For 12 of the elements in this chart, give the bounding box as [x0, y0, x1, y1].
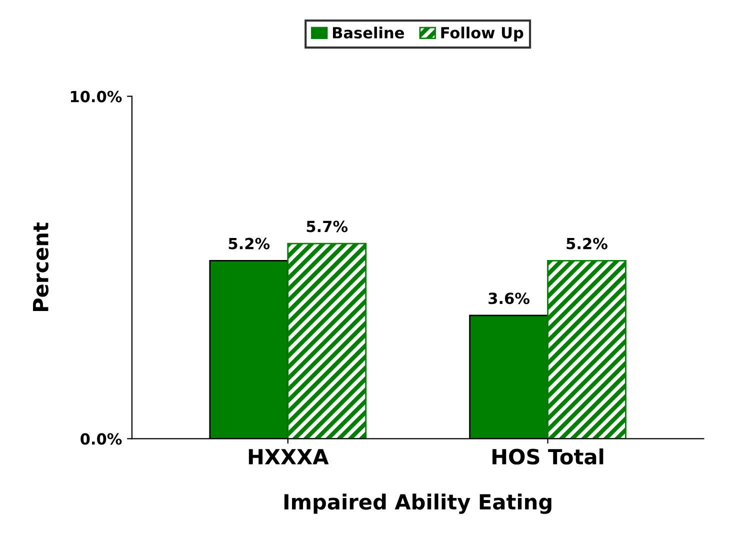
y-tick-label: 0.0%: [80, 433, 122, 445]
x-tick-label: HOS Total: [492, 448, 604, 465]
y-tick-label: 10.0%: [70, 90, 122, 102]
data-label: 5.2%: [566, 238, 608, 250]
legend-label: Follow Up: [441, 26, 524, 42]
x-tick-label: HXXXA: [248, 449, 329, 464]
data-label: 5.7%: [306, 220, 348, 232]
data-label: 5.2%: [228, 238, 270, 250]
y-axis-title: Percent: [33, 222, 49, 312]
x-axis-title: Impaired Ability Eating: [284, 494, 552, 514]
legend-label: Baseline: [332, 26, 404, 38]
data-label: 3.6%: [488, 292, 530, 304]
